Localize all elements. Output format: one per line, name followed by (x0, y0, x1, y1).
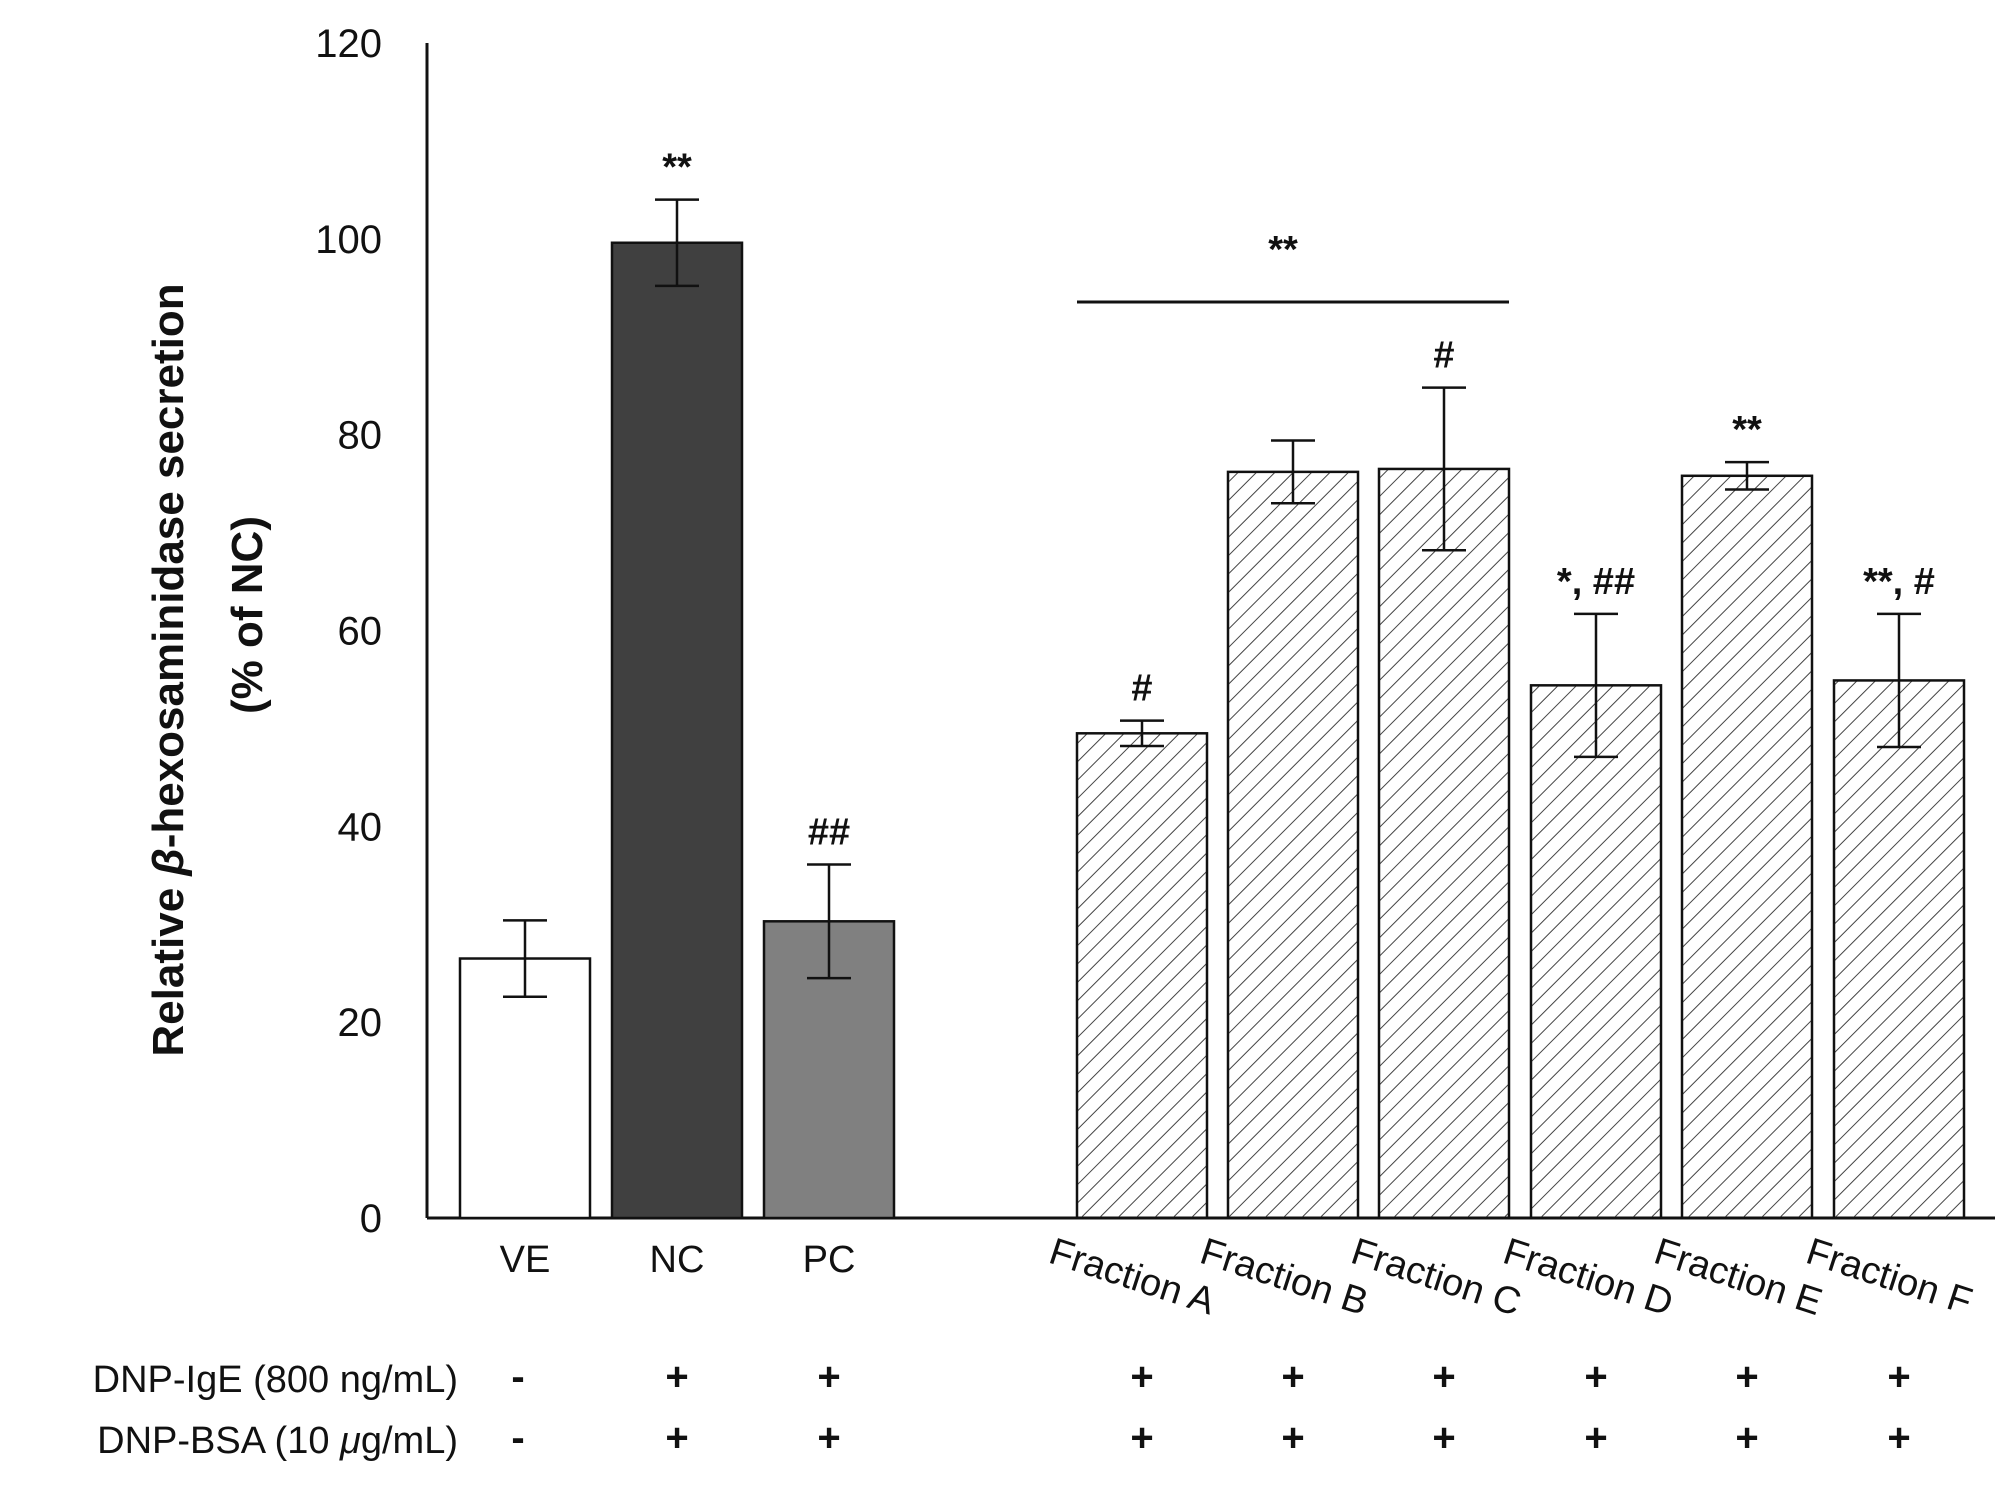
condition-label-text: DNP-IgE (800 ng/mL) (93, 1359, 458, 1401)
bar-annotation: ** (662, 147, 692, 189)
y-tick-label: 60 (338, 610, 383, 654)
condition-sign: + (1887, 1355, 1910, 1399)
bar-annotation: **, # (1863, 561, 1935, 603)
condition-sign: + (1432, 1416, 1455, 1460)
bar-ve (458, 957, 592, 1220)
category-label: Fraction D (1498, 1231, 1678, 1325)
bar-fraction-d (1529, 684, 1663, 1220)
y-tick-label: 80 (338, 414, 383, 458)
error-bar (1877, 612, 1921, 749)
category-label: PC (803, 1239, 856, 1281)
bar-annotation: *, ## (1557, 561, 1635, 603)
condition-sign: + (665, 1416, 688, 1460)
condition-sign: + (1584, 1355, 1607, 1399)
condition-sign: + (1432, 1355, 1455, 1399)
category-label: Fraction A (1044, 1231, 1220, 1324)
error-bar (503, 919, 547, 998)
bar-annotation: # (1433, 335, 1454, 377)
condition-sign: + (1281, 1355, 1304, 1399)
error-bar (655, 198, 699, 288)
category-label: VE (500, 1239, 551, 1281)
condition-sign: - (511, 1355, 524, 1399)
y-axis-subtitle: (% of NC) (223, 516, 272, 714)
bars (458, 241, 1966, 1220)
condition-label-text: g/mL) (361, 1420, 458, 1462)
y-tick-label: 0 (360, 1197, 382, 1241)
error-bar (1120, 719, 1164, 748)
condition-sign: + (1735, 1416, 1758, 1460)
category-label: Fraction E (1649, 1231, 1827, 1324)
bar-fraction-f (1832, 679, 1966, 1220)
bar-nc (610, 241, 744, 1220)
y-tick-label: 40 (338, 805, 383, 849)
condition-sign: + (665, 1355, 688, 1399)
bar-fraction-b (1226, 470, 1360, 1220)
category-label: Fraction B (1195, 1231, 1373, 1324)
condition-sign: - (511, 1416, 524, 1460)
bar-annotations: **####*, ##****, # (662, 147, 1935, 854)
error-bar (1422, 386, 1466, 552)
y-ticks: 0 20 40 60 80 100 120 (315, 22, 382, 1241)
category-label: Fraction C (1346, 1231, 1526, 1325)
condition-rows: DNP-IgE (800 ng/mL) - + + + + + + + + DNP-BSA (10 … (93, 1355, 1911, 1462)
condition-sign: + (1887, 1416, 1910, 1460)
y-axis-title: Relative β-hexosaminidase secretion (144, 283, 193, 1056)
condition-label: DNP-BSA (10 μg/mL) (97, 1420, 458, 1462)
error-bar (1271, 439, 1315, 505)
group-annotation: ** (1077, 229, 1509, 304)
group-annotation-label: ** (1268, 229, 1298, 271)
condition-sign: + (1130, 1355, 1153, 1399)
condition-sign: + (1281, 1416, 1304, 1460)
y-tick-label: 20 (338, 1001, 383, 1045)
bar-annotation: ** (1732, 409, 1762, 451)
category-label: Fraction F (1801, 1231, 1977, 1324)
bar-fraction-e (1680, 474, 1814, 1220)
error-bar (1725, 460, 1769, 491)
condition-sign: + (1130, 1416, 1153, 1460)
y-tick-label: 120 (315, 22, 382, 66)
condition-sign: + (817, 1416, 840, 1460)
condition-label-text: DNP-BSA (10 (97, 1420, 340, 1462)
error-bar (807, 863, 851, 980)
error-bars (503, 198, 1921, 998)
bar-annotation: ## (808, 812, 850, 854)
condition-label-symbol: μ (339, 1420, 361, 1462)
condition-label: DNP-IgE (800 ng/mL) (93, 1359, 458, 1401)
error-bar (1574, 612, 1618, 759)
condition-sign: + (1584, 1416, 1607, 1460)
category-label: NC (650, 1239, 705, 1281)
condition-sign: + (1735, 1355, 1758, 1399)
condition-sign: + (817, 1355, 840, 1399)
bar-fraction-a (1075, 732, 1209, 1220)
bar-annotation: # (1131, 668, 1152, 710)
bar-fraction-c (1377, 467, 1511, 1220)
y-tick-label: 100 (315, 218, 382, 262)
